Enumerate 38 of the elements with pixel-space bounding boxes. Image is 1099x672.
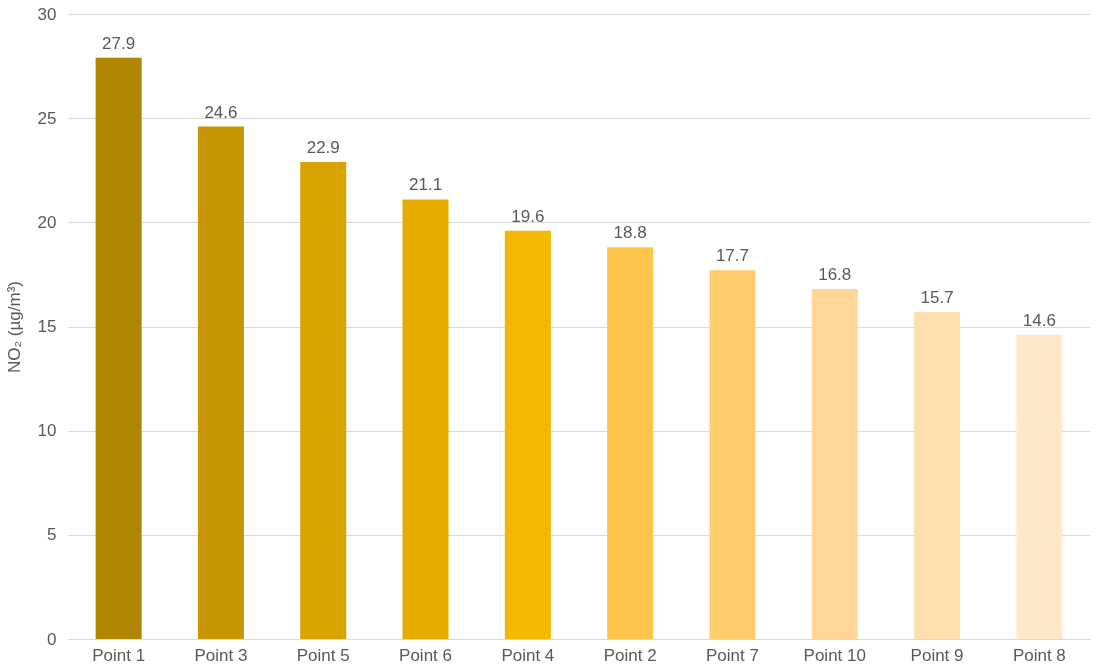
data-label: 27.9	[102, 33, 136, 53]
y-tick-label: 25	[37, 108, 57, 128]
bar	[914, 311, 961, 639]
bar	[504, 230, 551, 639]
bar	[811, 289, 858, 639]
data-label: 14.6	[1022, 310, 1056, 330]
x-tick-label: Point 5	[296, 645, 350, 665]
y-tick-label: 0	[47, 629, 57, 649]
bar	[402, 199, 449, 639]
x-tick-label: Point 3	[194, 645, 248, 665]
data-label: 22.9	[306, 137, 340, 157]
x-tick-label: Point 10	[803, 645, 866, 665]
data-label: 24.6	[204, 102, 238, 122]
x-tick-label: Point 7	[705, 645, 759, 665]
data-label: 21.1	[409, 175, 443, 195]
bar	[197, 126, 244, 639]
bar	[607, 247, 654, 639]
x-tick-label: Point 1	[92, 645, 146, 665]
bar	[1016, 334, 1063, 639]
data-label: 16.8	[818, 265, 852, 284]
bar	[300, 161, 347, 639]
x-tick-label: Point 8	[1012, 645, 1066, 665]
y-tick-label: 10	[37, 421, 57, 441]
data-label: 15.7	[920, 287, 954, 307]
x-tick-label: Point 4	[501, 645, 555, 665]
x-tick-label: Point 9	[910, 645, 964, 665]
y-tick-label: 30	[37, 4, 57, 24]
y-tick-label: 20	[37, 212, 57, 232]
bar	[95, 57, 142, 639]
y-axis-title: NO₂ (µg/m³)	[4, 281, 24, 373]
data-label: 18.8	[613, 223, 647, 243]
y-tick-label: 5	[47, 525, 57, 545]
data-label: 17.7	[715, 246, 749, 266]
bar	[709, 270, 756, 639]
x-tick-label: Point 6	[399, 645, 453, 665]
x-tick-label: Point 2	[603, 645, 657, 665]
data-label: 19.6	[511, 206, 545, 226]
y-tick-label: 15	[37, 317, 57, 336]
